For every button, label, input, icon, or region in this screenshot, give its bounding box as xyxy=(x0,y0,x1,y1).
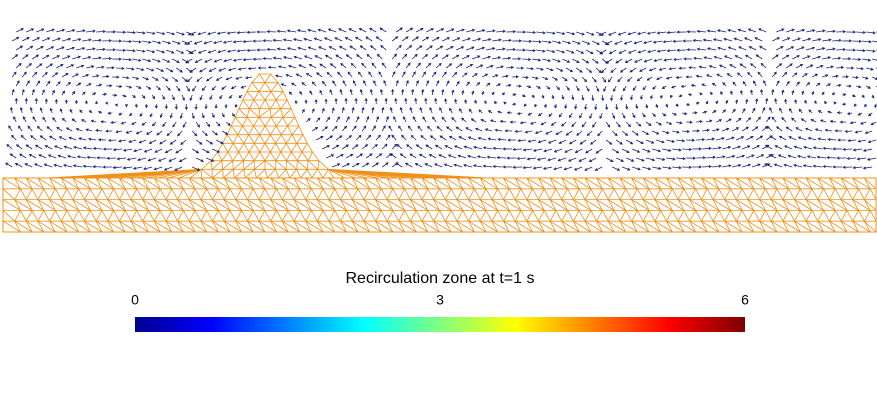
colorbar-tick-label: 6 xyxy=(741,292,749,308)
velocity-field xyxy=(5,27,877,171)
mesh xyxy=(2,73,877,233)
colorbar-tick-label: 0 xyxy=(131,292,139,308)
colorbar-ticks: 0 3 6 xyxy=(131,292,749,308)
colorbar-tick-label: 3 xyxy=(436,292,444,308)
velocity-arrows xyxy=(5,27,877,171)
mesh-outline xyxy=(2,177,877,233)
mesh-triangles xyxy=(2,73,877,233)
colorbar xyxy=(135,317,745,332)
colorbar-title: Recirculation zone at t=1 s xyxy=(346,270,535,287)
